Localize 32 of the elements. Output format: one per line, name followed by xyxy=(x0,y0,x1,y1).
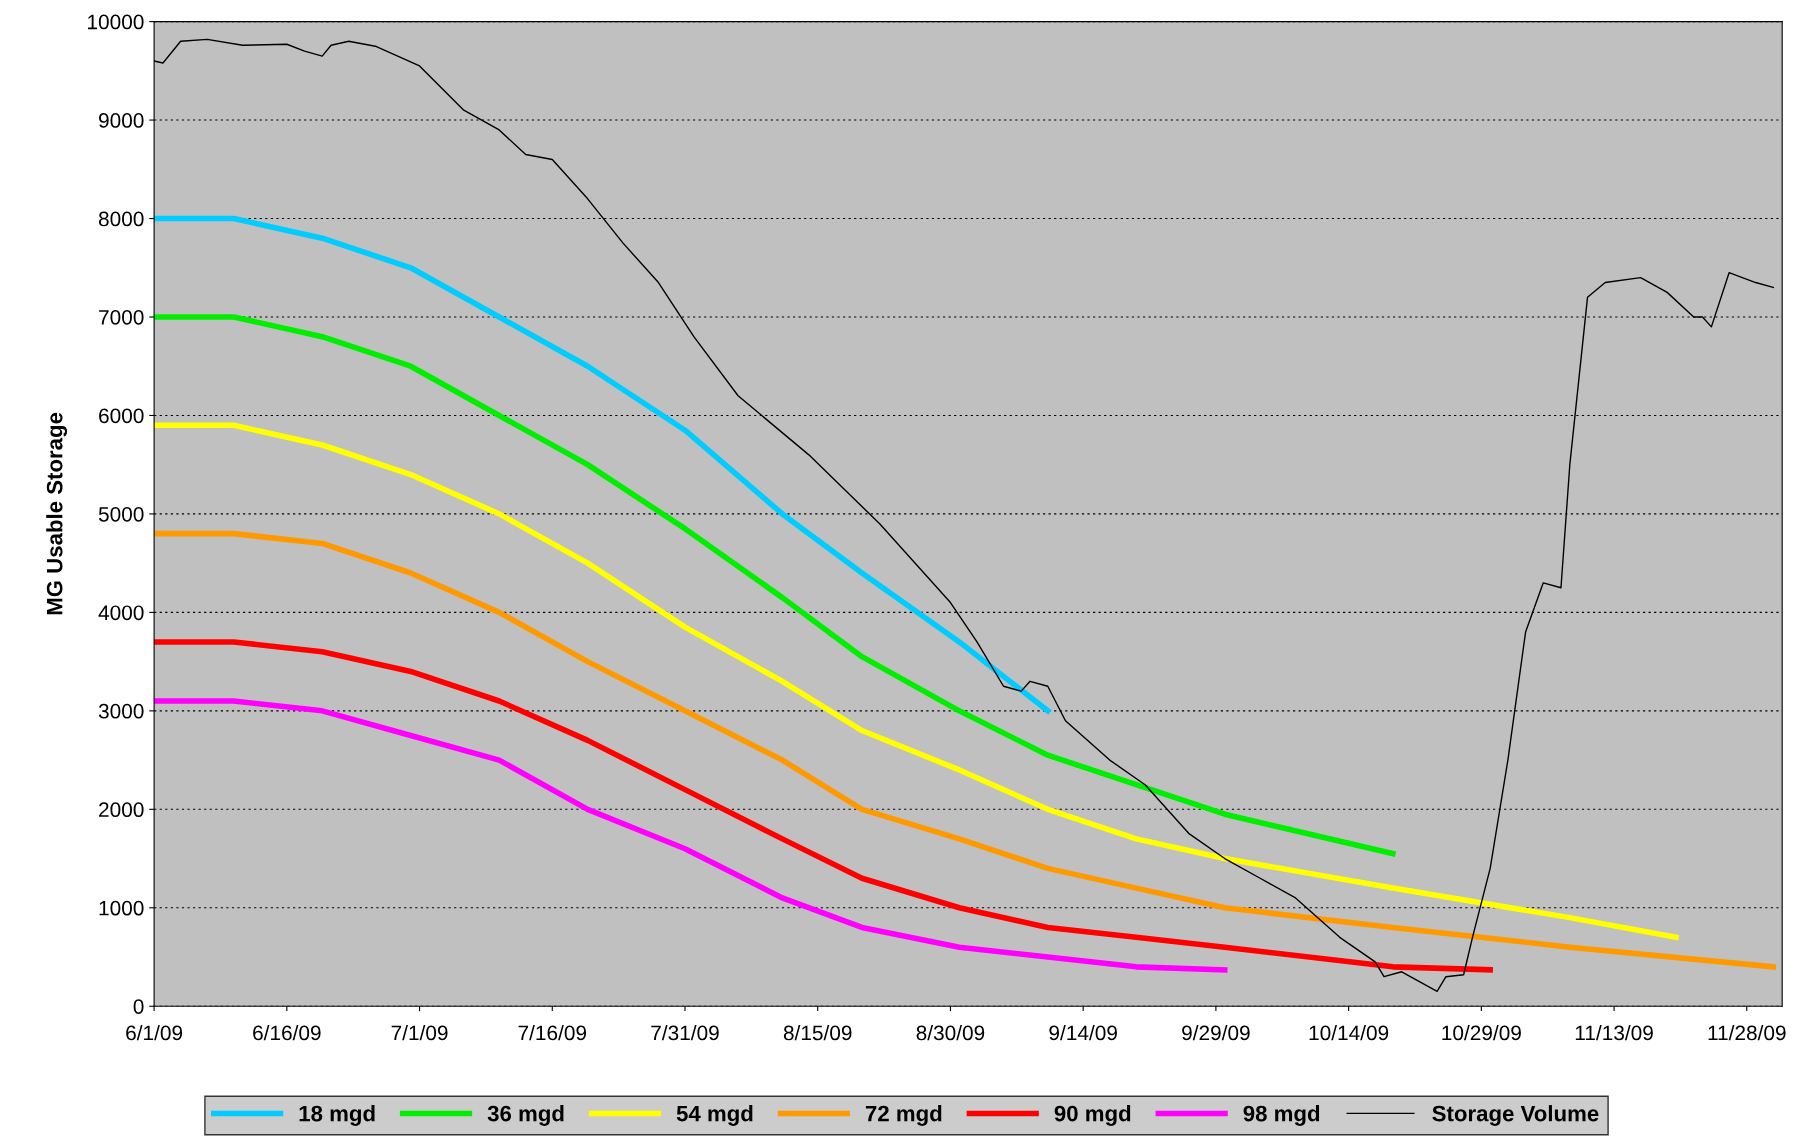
y-tick-label: 4000 xyxy=(98,605,144,621)
legend-label: Storage Volume xyxy=(1432,1105,1599,1126)
x-tick-label: 6/16/09 xyxy=(253,1024,321,1041)
y-tick-label: 3000 xyxy=(98,703,144,719)
x-tick-label: 8/30/09 xyxy=(916,1024,985,1041)
x-tick-label: 9/14/09 xyxy=(1049,1024,1117,1041)
x-tick-label: 7/31/09 xyxy=(651,1024,719,1041)
legend-label: 72 mgd xyxy=(865,1105,942,1126)
y-tick-label: 9000 xyxy=(99,113,144,128)
legend-label: 54 mgd xyxy=(676,1105,753,1126)
y-tick-label: 7000 xyxy=(99,310,144,325)
x-tick-label: 7/1/09 xyxy=(391,1024,448,1041)
x-tick-label: 8/15/09 xyxy=(783,1024,852,1041)
y-tick-label: 1000 xyxy=(99,900,144,916)
x-tick-label: 11/13/09 xyxy=(1575,1024,1653,1041)
legend-label: 90 mgd xyxy=(1054,1105,1131,1126)
x-tick-label: 11/28/09 xyxy=(1708,1024,1786,1041)
x-tick-label: 7/16/09 xyxy=(518,1024,587,1041)
legend-label: 18 mgd xyxy=(299,1105,375,1126)
y-tick-label: 2000 xyxy=(99,802,144,818)
x-tick-label: 10/29/09 xyxy=(1442,1024,1521,1041)
y-tick-label: 6000 xyxy=(99,408,144,424)
legend-label: 98 mgd xyxy=(1243,1105,1320,1126)
legend-label: 36 mgd xyxy=(487,1105,564,1126)
y-axis-title: MG Usable Storage xyxy=(46,412,68,615)
x-tick-label: 10/14/09 xyxy=(1309,1024,1389,1041)
x-tick-label: 9/29/09 xyxy=(1182,1024,1250,1041)
y-tick-label: 5000 xyxy=(98,506,144,522)
y-tick-label: 8000 xyxy=(98,211,144,227)
x-tick-label: 6/1/09 xyxy=(126,1024,183,1041)
y-tick-label: 0 xyxy=(133,999,144,1014)
y-tick-label: 10000 xyxy=(88,14,144,30)
